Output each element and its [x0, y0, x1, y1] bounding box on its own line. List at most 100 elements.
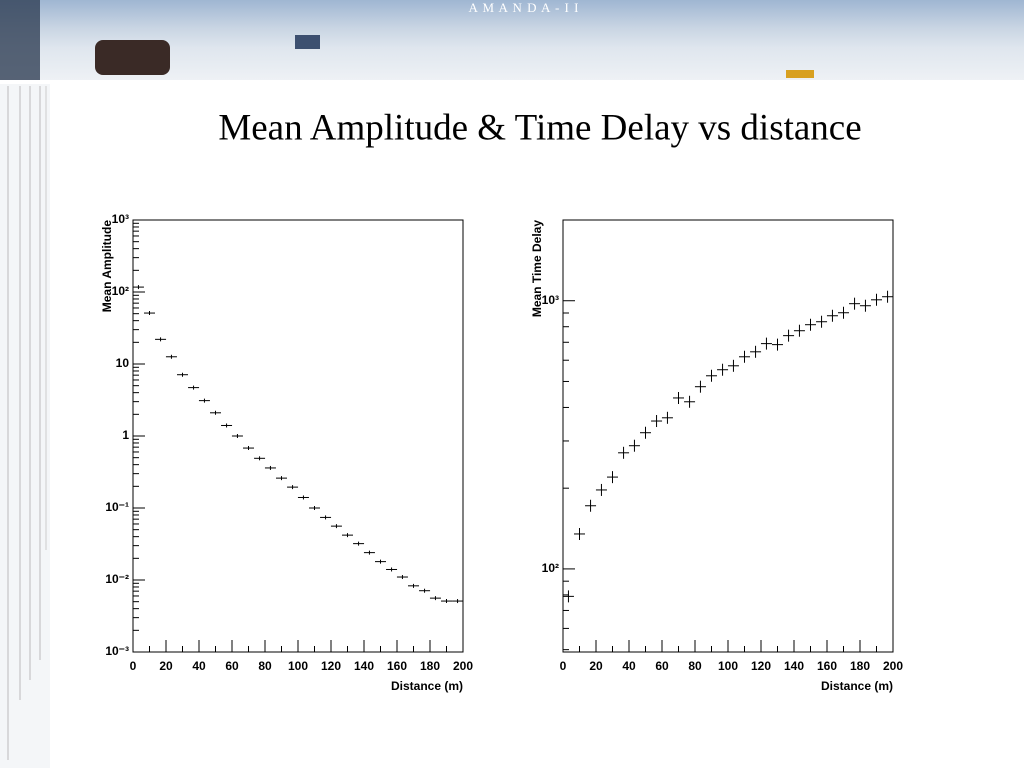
data-point [871, 293, 882, 306]
data-point [320, 515, 332, 520]
y-tick-label: 10⁻³ [105, 644, 129, 658]
data-point [574, 527, 585, 540]
data-point [132, 285, 144, 290]
data-point [165, 354, 177, 359]
data-point [838, 306, 849, 319]
x-tick-label: 180 [420, 659, 440, 673]
data-point [243, 446, 254, 451]
data-point [628, 439, 640, 452]
data-point [452, 599, 464, 604]
x-tick-label: 40 [622, 659, 636, 673]
data-point [849, 297, 861, 310]
x-tick-label: 120 [751, 659, 771, 673]
data-point [717, 363, 729, 376]
x-tick-label: 0 [130, 659, 137, 673]
data-point [772, 338, 783, 351]
data-point [595, 483, 607, 496]
x-axis-label: Distance (m) [821, 679, 893, 693]
data-point [816, 315, 828, 328]
x-tick-label: 60 [225, 659, 239, 673]
y-tick-label: 10⁻² [105, 572, 129, 586]
x-tick-label: 20 [589, 659, 603, 673]
data-point [353, 541, 365, 546]
banner-building [295, 35, 320, 49]
x-tick-label: 180 [850, 659, 870, 673]
x-tick-label: 0 [560, 659, 567, 673]
data-point [783, 329, 795, 342]
data-point [429, 596, 441, 601]
data-point [342, 533, 353, 538]
data-point [618, 446, 630, 459]
data-point [673, 391, 684, 404]
data-point [441, 599, 452, 604]
x-tick-label: 160 [387, 659, 407, 673]
x-tick-label: 200 [883, 659, 903, 673]
data-point [309, 506, 320, 510]
y-tick-label: 10 [116, 356, 130, 370]
y-tick-label: 10² [542, 561, 559, 575]
data-point [276, 476, 287, 481]
y-tick-label: 10² [112, 284, 129, 298]
data-point [375, 559, 386, 564]
data-point [408, 583, 419, 588]
plot-frame [562, 219, 894, 653]
data-point [585, 499, 597, 512]
data-point [684, 395, 696, 408]
data-point [177, 372, 188, 377]
side-decoration [0, 84, 50, 768]
x-tick-label: 80 [258, 659, 272, 673]
data-point [419, 588, 431, 593]
banner-building [95, 40, 170, 75]
data-point [330, 524, 342, 529]
x-tick-label: 20 [159, 659, 173, 673]
data-point [254, 456, 266, 461]
data-point [640, 426, 651, 439]
x-tick-label: 140 [354, 659, 374, 673]
x-tick-label: 160 [817, 659, 837, 673]
x-tick-label: 60 [655, 659, 669, 673]
data-point [562, 590, 574, 603]
x-tick-label: 120 [321, 659, 341, 673]
data-point [297, 495, 309, 500]
data-point [231, 434, 243, 438]
data-point [882, 290, 894, 303]
y-axis-label: Mean Time Delay [530, 220, 544, 317]
x-axis-label: Distance (m) [391, 679, 463, 693]
data-point [396, 575, 408, 580]
data-point [727, 359, 739, 372]
y-axis-label: Mean Amplitude [100, 220, 114, 313]
y-tick-label: 10³ [542, 293, 559, 307]
data-point [144, 311, 155, 316]
data-point [760, 337, 772, 350]
y-tick-label: 10⁻¹ [105, 500, 129, 514]
data-point [188, 385, 200, 390]
data-point [198, 398, 210, 403]
data-point [859, 299, 871, 312]
data-point [739, 350, 750, 363]
data-point [805, 318, 816, 331]
header-banner [0, 0, 1024, 80]
data-point [793, 324, 805, 337]
data-point [651, 415, 663, 428]
x-tick-label: 80 [688, 659, 702, 673]
data-point [661, 411, 673, 424]
data-point [264, 465, 276, 470]
data-point [826, 309, 838, 322]
data-point [706, 369, 717, 382]
x-tick-label: 100 [718, 659, 738, 673]
data-point [750, 345, 762, 358]
x-tick-label: 100 [288, 659, 308, 673]
data-point [287, 485, 299, 490]
y-tick-label: 1 [122, 428, 129, 442]
banner-building [0, 0, 40, 80]
x-tick-label: 200 [453, 659, 473, 673]
data-point [694, 380, 706, 393]
y-tick-label: 10³ [112, 212, 129, 226]
data-point [363, 550, 375, 555]
data-point [386, 567, 398, 572]
data-point [210, 410, 221, 415]
data-point [221, 423, 233, 428]
banner-building [786, 70, 814, 78]
